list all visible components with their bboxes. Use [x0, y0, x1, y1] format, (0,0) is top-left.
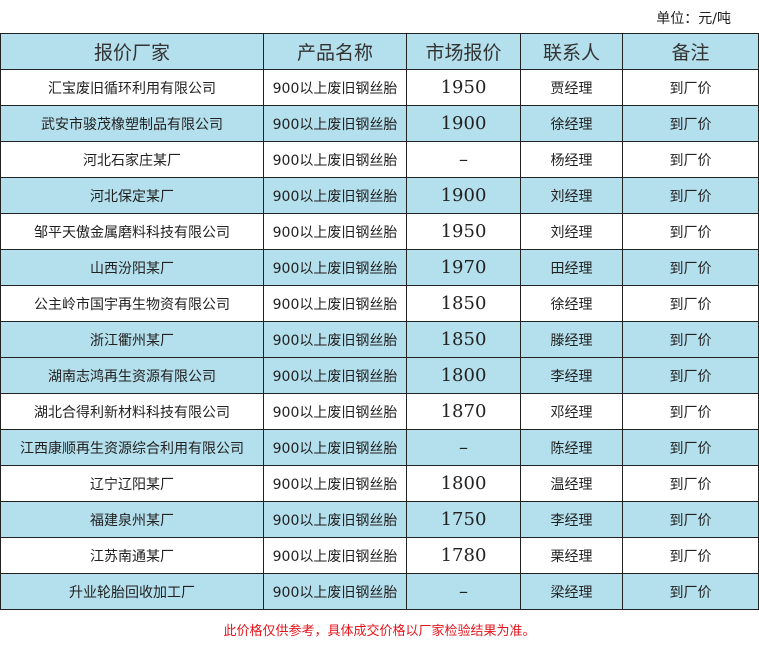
product-cell: 900以上废旧钢丝胎 [263, 69, 407, 106]
note-cell: 到厂价 [622, 537, 759, 574]
note-cell: 到厂价 [622, 213, 759, 250]
product-cell: 900以上废旧钢丝胎 [263, 249, 407, 286]
company-cell: 湖北合得利新材料科技有限公司 [0, 393, 264, 430]
note-cell: 到厂价 [622, 429, 759, 466]
table-row: 江西康顺再生资源综合利用有限公司 900以上废旧钢丝胎 – 陈经理 到厂价 [0, 429, 759, 466]
company-cell: 江西康顺再生资源综合利用有限公司 [0, 429, 264, 466]
price-cell: 1900 [406, 177, 521, 214]
product-cell: 900以上废旧钢丝胎 [263, 393, 407, 430]
price-cell: – [406, 429, 521, 466]
product-cell: 900以上废旧钢丝胎 [263, 177, 407, 214]
table-row: 浙江衢州某厂 900以上废旧钢丝胎 1850 滕经理 到厂价 [0, 321, 759, 358]
product-cell: 900以上废旧钢丝胎 [263, 105, 407, 142]
header-note: 备注 [622, 33, 759, 70]
contact-cell: 李经理 [520, 357, 623, 394]
product-cell: 900以上废旧钢丝胎 [263, 321, 407, 358]
footer-note: 此价格仅供参考，具体成交价格以厂家检验结果为准。 [223, 624, 536, 639]
price-cell: 1850 [406, 321, 521, 358]
note-cell: 到厂价 [622, 177, 759, 214]
price-cell: 1950 [406, 213, 521, 250]
note-cell: 到厂价 [622, 141, 759, 178]
contact-cell: 贾经理 [520, 69, 623, 106]
table-row: 湖北合得利新材料科技有限公司 900以上废旧钢丝胎 1870 邓经理 到厂价 [0, 393, 759, 430]
table-row: 升业轮胎回收加工厂 900以上废旧钢丝胎 – 梁经理 到厂价 [0, 573, 759, 610]
product-cell: 900以上废旧钢丝胎 [263, 357, 407, 394]
contact-cell: 陈经理 [520, 429, 623, 466]
note-cell: 到厂价 [622, 501, 759, 538]
company-cell: 浙江衢州某厂 [0, 321, 264, 358]
note-cell: 到厂价 [622, 69, 759, 106]
company-cell: 辽宁辽阳某厂 [0, 465, 264, 502]
contact-cell: 滕经理 [520, 321, 623, 358]
price-cell: 1970 [406, 249, 521, 286]
product-cell: 900以上废旧钢丝胎 [263, 537, 407, 574]
table-row: 汇宝废旧循环利用有限公司 900以上废旧钢丝胎 1950 贾经理 到厂价 [0, 69, 759, 106]
company-cell: 福建泉州某厂 [0, 501, 264, 538]
note-cell: 到厂价 [622, 321, 759, 358]
price-cell: 1780 [406, 537, 521, 574]
note-cell: 到厂价 [622, 249, 759, 286]
note-cell: 到厂价 [622, 465, 759, 502]
note-cell: 到厂价 [622, 105, 759, 142]
header-row: 报价厂家 产品名称 市场报价 联系人 备注 [0, 33, 759, 70]
contact-cell: 田经理 [520, 249, 623, 286]
product-cell: 900以上废旧钢丝胎 [263, 141, 407, 178]
company-cell: 汇宝废旧循环利用有限公司 [0, 69, 264, 106]
unit-label: 单位：元/吨 [656, 11, 731, 27]
header-company: 报价厂家 [0, 33, 264, 70]
header-price: 市场报价 [406, 33, 521, 70]
price-table: 报价厂家 产品名称 市场报价 联系人 备注 汇宝废旧循环利用有限公司 900以上废… [0, 33, 759, 610]
note-cell: 到厂价 [622, 285, 759, 322]
contact-cell: 杨经理 [520, 141, 623, 178]
header-product: 产品名称 [263, 33, 407, 70]
contact-cell: 栗经理 [520, 537, 623, 574]
company-cell: 河北石家庄某厂 [0, 141, 264, 178]
table-row: 江苏南通某厂 900以上废旧钢丝胎 1780 栗经理 到厂价 [0, 537, 759, 574]
company-cell: 河北保定某厂 [0, 177, 264, 214]
company-cell: 山西汾阳某厂 [0, 249, 264, 286]
product-cell: 900以上废旧钢丝胎 [263, 501, 407, 538]
table-row: 河北保定某厂 900以上废旧钢丝胎 1900 刘经理 到厂价 [0, 177, 759, 214]
table-row: 湖南志鸿再生资源有限公司 900以上废旧钢丝胎 1800 李经理 到厂价 [0, 357, 759, 394]
contact-cell: 温经理 [520, 465, 623, 502]
table-row: 邹平天傲金属磨料科技有限公司 900以上废旧钢丝胎 1950 刘经理 到厂价 [0, 213, 759, 250]
note-cell: 到厂价 [622, 573, 759, 610]
product-cell: 900以上废旧钢丝胎 [263, 213, 407, 250]
price-cell: 1870 [406, 393, 521, 430]
price-cell: 1950 [406, 69, 521, 106]
contact-cell: 李经理 [520, 501, 623, 538]
table-row: 公主岭市国宇再生物资有限公司 900以上废旧钢丝胎 1850 徐经理 到厂价 [0, 285, 759, 322]
company-cell: 公主岭市国宇再生物资有限公司 [0, 285, 264, 322]
table-row: 福建泉州某厂 900以上废旧钢丝胎 1750 李经理 到厂价 [0, 501, 759, 538]
price-cell: 1800 [406, 465, 521, 502]
contact-cell: 刘经理 [520, 177, 623, 214]
contact-cell: 梁经理 [520, 573, 623, 610]
contact-cell: 徐经理 [520, 285, 623, 322]
product-cell: 900以上废旧钢丝胎 [263, 285, 407, 322]
price-cell: 1900 [406, 105, 521, 142]
price-cell: 1750 [406, 501, 521, 538]
table-row: 武安市骏茂橡塑制品有限公司 900以上废旧钢丝胎 1900 徐经理 到厂价 [0, 105, 759, 142]
header-contact: 联系人 [520, 33, 623, 70]
company-cell: 邹平天傲金属磨料科技有限公司 [0, 213, 264, 250]
product-cell: 900以上废旧钢丝胎 [263, 573, 407, 610]
company-cell: 武安市骏茂橡塑制品有限公司 [0, 105, 264, 142]
table-row: 山西汾阳某厂 900以上废旧钢丝胎 1970 田经理 到厂价 [0, 249, 759, 286]
note-cell: 到厂价 [622, 393, 759, 430]
contact-cell: 刘经理 [520, 213, 623, 250]
price-cell: – [406, 573, 521, 610]
contact-cell: 邓经理 [520, 393, 623, 430]
company-cell: 湖南志鸿再生资源有限公司 [0, 357, 264, 394]
table-row: 辽宁辽阳某厂 900以上废旧钢丝胎 1800 温经理 到厂价 [0, 465, 759, 502]
note-cell: 到厂价 [622, 357, 759, 394]
table-row: 河北石家庄某厂 900以上废旧钢丝胎 – 杨经理 到厂价 [0, 141, 759, 178]
product-cell: 900以上废旧钢丝胎 [263, 465, 407, 502]
price-cell: 1800 [406, 357, 521, 394]
price-cell: 1850 [406, 285, 521, 322]
company-cell: 升业轮胎回收加工厂 [0, 573, 264, 610]
product-cell: 900以上废旧钢丝胎 [263, 429, 407, 466]
company-cell: 江苏南通某厂 [0, 537, 264, 574]
price-cell: – [406, 141, 521, 178]
contact-cell: 徐经理 [520, 105, 623, 142]
